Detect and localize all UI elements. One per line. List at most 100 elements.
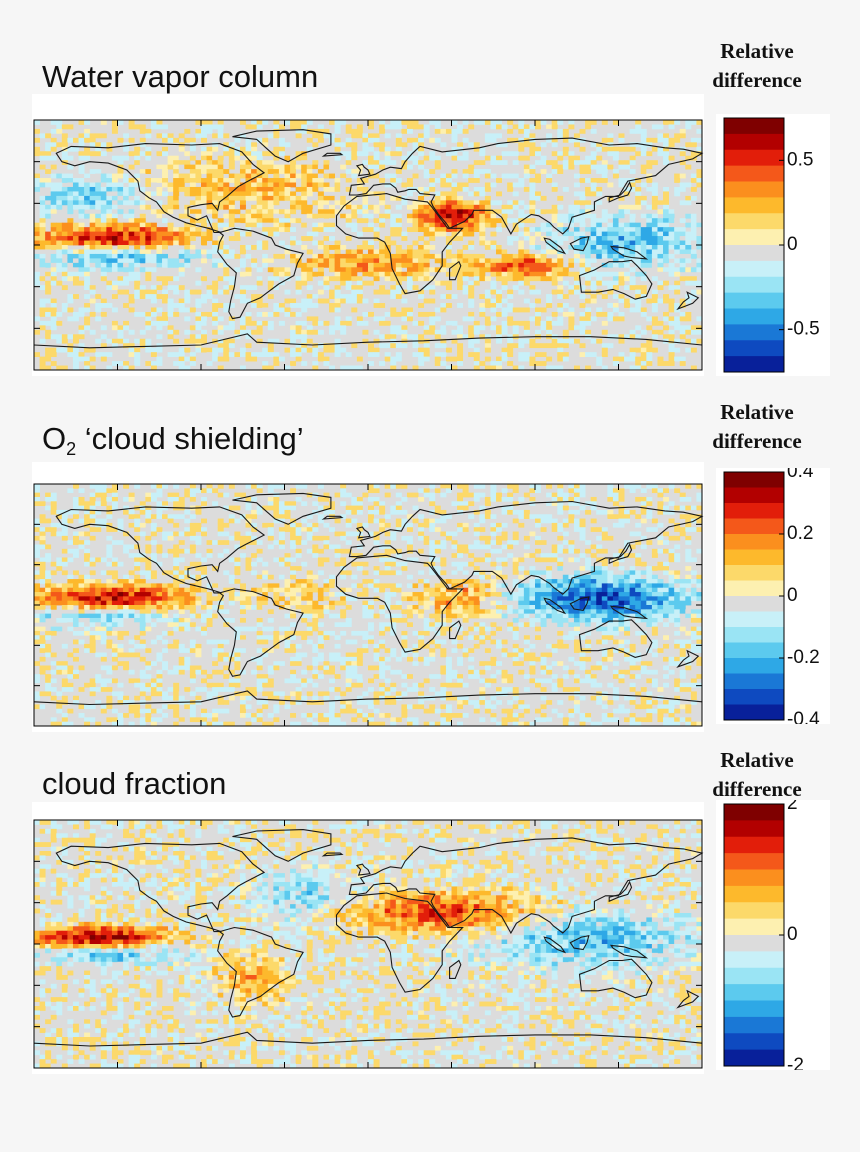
heatmap-cell xyxy=(646,347,653,353)
heatmap-cell xyxy=(462,488,469,494)
heatmap-cell xyxy=(607,227,614,232)
heatmap-cell xyxy=(429,222,436,228)
heatmap-cell xyxy=(45,544,52,550)
heatmap-cell xyxy=(651,518,658,524)
heatmap-cell xyxy=(50,496,57,502)
heatmap-cell xyxy=(395,311,402,317)
heatmap-cell xyxy=(162,160,168,166)
heatmap-cell xyxy=(674,303,681,308)
heatmap-cell xyxy=(590,160,597,166)
heatmap-cell xyxy=(546,267,553,273)
heatmap-cell xyxy=(624,544,631,550)
heatmap-cell xyxy=(557,548,564,554)
heatmap-cell xyxy=(618,227,625,232)
heatmap-cell xyxy=(278,178,285,183)
heatmap-cell xyxy=(273,164,280,170)
heatmap-cell xyxy=(490,213,497,219)
heatmap-cell xyxy=(679,531,686,537)
heatmap-cell xyxy=(412,227,419,232)
heatmap-cell xyxy=(95,352,102,357)
heatmap-cell xyxy=(484,334,491,340)
heatmap-cell xyxy=(512,253,519,259)
heatmap-cell xyxy=(423,231,430,237)
heatmap-cell xyxy=(295,280,302,286)
heatmap-cell xyxy=(145,361,152,366)
heatmap-cell xyxy=(340,488,347,494)
heatmap-cell xyxy=(379,262,386,268)
heatmap-cell xyxy=(72,240,79,246)
heatmap-cell xyxy=(345,505,352,511)
heatmap-cell xyxy=(406,227,413,232)
heatmap-cell xyxy=(45,334,52,340)
heatmap-cell xyxy=(562,146,569,152)
heatmap-cell xyxy=(201,218,207,224)
heatmap-cell xyxy=(173,329,180,335)
heatmap-cell xyxy=(462,186,469,192)
heatmap-cell xyxy=(340,557,347,563)
heatmap-cell xyxy=(562,303,569,308)
heatmap-cell xyxy=(317,227,324,232)
heatmap-cell xyxy=(624,356,631,362)
heatmap-cell xyxy=(245,245,252,250)
heatmap-cell xyxy=(451,186,458,192)
heatmap-cell xyxy=(590,213,597,219)
heatmap-cell xyxy=(579,209,586,215)
heatmap-cell xyxy=(67,316,74,322)
heatmap-cell xyxy=(267,505,274,511)
heatmap-cell xyxy=(646,178,653,183)
heatmap-cell xyxy=(162,236,168,241)
heatmap-cell xyxy=(462,501,469,507)
heatmap-cell xyxy=(457,484,464,489)
heatmap-cell xyxy=(457,352,464,357)
colorbar-step xyxy=(724,245,784,262)
heatmap-cell xyxy=(156,307,163,313)
heatmap-cell xyxy=(167,222,174,228)
heatmap-cell xyxy=(646,527,653,532)
heatmap-cell xyxy=(668,484,675,489)
heatmap-cell xyxy=(223,343,230,349)
heatmap-cell xyxy=(84,267,91,273)
heatmap-cell xyxy=(529,361,536,366)
heatmap-cell xyxy=(640,276,647,282)
heatmap-cell xyxy=(312,347,319,353)
heatmap-cell xyxy=(663,120,669,125)
heatmap-cell xyxy=(351,240,358,246)
heatmap-cell xyxy=(351,258,358,264)
heatmap-cell xyxy=(228,236,235,241)
heatmap-cell xyxy=(490,488,497,494)
heatmap-cell xyxy=(629,142,636,148)
heatmap-cell xyxy=(150,365,157,371)
heatmap-cell xyxy=(345,262,352,268)
heatmap-cell xyxy=(629,213,636,219)
heatmap-cell xyxy=(290,311,297,317)
heatmap-cell xyxy=(139,213,146,219)
map-frame xyxy=(32,94,704,376)
heatmap-cell xyxy=(39,227,46,232)
heatmap-cell xyxy=(228,173,235,179)
heatmap-cell xyxy=(72,514,79,519)
heatmap-cell xyxy=(546,137,553,143)
heatmap-cell xyxy=(390,213,397,219)
heatmap-cell xyxy=(262,253,269,259)
heatmap-cell xyxy=(150,191,157,197)
heatmap-cell xyxy=(468,316,475,322)
heatmap-cell xyxy=(663,195,669,201)
heatmap-cell xyxy=(468,200,475,206)
heatmap-cell xyxy=(206,164,213,170)
heatmap-cell xyxy=(329,505,335,511)
heatmap-cell xyxy=(462,120,469,125)
heatmap-cell xyxy=(585,169,592,174)
heatmap-cell xyxy=(295,352,302,357)
heatmap-cell xyxy=(189,514,196,519)
heatmap-cell xyxy=(145,222,152,228)
heatmap-cell xyxy=(173,303,180,308)
heatmap-cell xyxy=(373,298,380,304)
heatmap-cell xyxy=(568,338,575,344)
heatmap-cell xyxy=(484,258,491,264)
heatmap-cell xyxy=(184,262,191,268)
heatmap-cell xyxy=(273,505,280,511)
heatmap-cell xyxy=(507,236,514,241)
heatmap-cell xyxy=(356,316,363,322)
heatmap-cell xyxy=(145,169,152,174)
heatmap-cell xyxy=(685,522,692,528)
